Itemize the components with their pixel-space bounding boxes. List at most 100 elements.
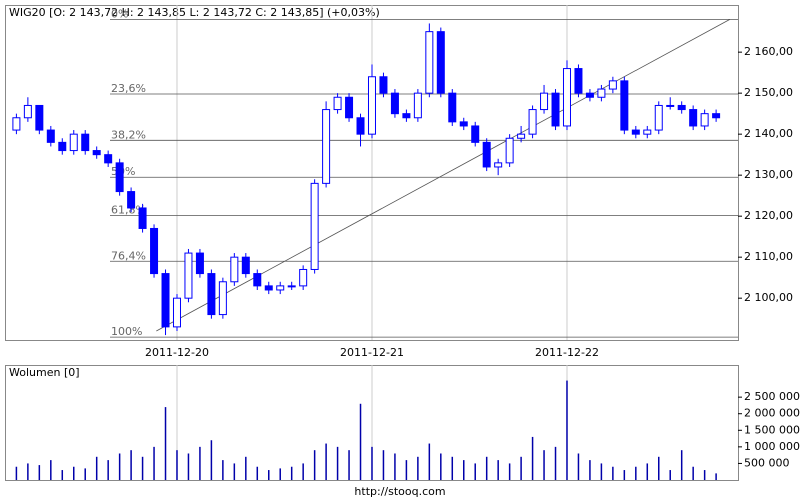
candle-body	[322, 109, 331, 184]
candle-body	[390, 92, 399, 115]
volume-bar	[531, 436, 534, 480]
candle-body	[150, 227, 159, 275]
candle-body	[230, 256, 239, 283]
y-tick-label: 500 000	[744, 456, 790, 469]
candle-body	[115, 162, 124, 193]
volume-bar	[428, 443, 431, 480]
y-tick-label: 2 120,00	[744, 209, 793, 222]
candle-body	[666, 104, 675, 107]
y-tick-label: 2 500 000	[744, 390, 800, 403]
volume-bar	[577, 453, 580, 480]
footer: http://stooq.com	[354, 485, 445, 498]
y-tick-label: 2 130,00	[744, 168, 793, 181]
volume-bar	[245, 456, 247, 480]
candle-body	[574, 68, 583, 94]
candle-body	[299, 268, 308, 287]
volume-bar	[268, 470, 270, 480]
volume-bar	[187, 453, 190, 480]
volume-bar	[107, 460, 109, 480]
candle-body	[264, 285, 273, 291]
fibonacci-label: 100%	[111, 325, 142, 338]
volume-bar	[210, 440, 213, 480]
volume-bar	[199, 446, 201, 480]
volume-bar	[440, 453, 442, 480]
y-tick-label: 2 100,00	[744, 291, 793, 304]
candle-body	[689, 109, 698, 127]
candle-body	[345, 96, 354, 119]
fibonacci-label: 76,4%	[111, 249, 146, 262]
volume-bar	[405, 460, 408, 480]
candle-body	[677, 104, 686, 111]
candle-body	[333, 96, 342, 111]
volume-bar	[153, 446, 155, 480]
candle-body	[241, 256, 250, 275]
volume-bar	[417, 456, 419, 480]
y-tick-label: 2 140,00	[744, 127, 793, 140]
candle-body	[161, 273, 170, 328]
candle-body	[482, 141, 491, 168]
candle-body	[436, 31, 445, 94]
candle-body	[218, 281, 227, 316]
volume-bar	[554, 446, 557, 480]
volume-bar	[669, 470, 671, 480]
volume-bar	[95, 456, 98, 480]
candle-body	[35, 104, 44, 131]
candle-body	[585, 92, 594, 98]
candle-body	[287, 285, 296, 288]
chart-title: Wolumen [0]	[9, 366, 80, 379]
x-tick-label: 2011-12-22	[535, 346, 599, 359]
volume-bar	[233, 463, 236, 480]
volume-bar	[474, 463, 476, 480]
candle-body	[620, 80, 629, 131]
candle-body	[631, 129, 640, 135]
candle-body	[643, 129, 652, 135]
volume-bar	[313, 450, 316, 480]
candle-body	[367, 76, 376, 135]
candle-body	[459, 121, 468, 127]
y-tick-label: 1 000 000	[744, 440, 800, 453]
candle-body	[505, 137, 514, 164]
candle-body	[551, 92, 560, 127]
volume-bar	[692, 466, 694, 480]
candle-body	[92, 150, 101, 156]
candle-body	[12, 117, 21, 131]
volume-bar	[646, 463, 649, 480]
candle-body	[253, 273, 262, 287]
volume-bar	[451, 456, 454, 480]
volume-bar	[371, 446, 373, 480]
chart-title: WIG20 [O: 2 143,72 H: 2 143,85 L: 2 143,…	[9, 6, 380, 19]
volume-bar	[680, 450, 683, 480]
volume-bar	[130, 450, 132, 480]
volume-bar	[222, 460, 224, 480]
candle-body	[654, 104, 663, 131]
candle-body	[104, 154, 113, 164]
volume-bar	[348, 450, 350, 480]
volume-bar	[118, 453, 121, 480]
x-tick-label: 2011-12-21	[340, 346, 404, 359]
candle-body	[184, 252, 193, 299]
volume-bar	[73, 466, 75, 480]
candle-body	[58, 141, 67, 152]
volume-bar	[566, 380, 568, 480]
candle-body	[81, 133, 90, 152]
volume-bar	[84, 468, 86, 480]
candle-body	[562, 68, 571, 127]
candle-body	[127, 191, 136, 209]
candle-body	[356, 117, 365, 135]
candle-body	[448, 92, 457, 123]
volume-bar	[658, 456, 660, 480]
fibonacci-label: 0%	[111, 7, 128, 20]
candle-body	[276, 285, 285, 291]
volume-bar	[394, 453, 396, 480]
volume-bar	[463, 460, 465, 480]
candle-body	[69, 133, 78, 152]
candle-body	[517, 133, 526, 139]
volume-bar	[715, 473, 717, 480]
volume-bar	[302, 463, 304, 480]
candle-body	[138, 207, 147, 229]
candle-body	[540, 92, 549, 111]
volume-bar	[612, 466, 614, 480]
volume-bar	[382, 450, 385, 480]
candle-body	[172, 297, 181, 328]
